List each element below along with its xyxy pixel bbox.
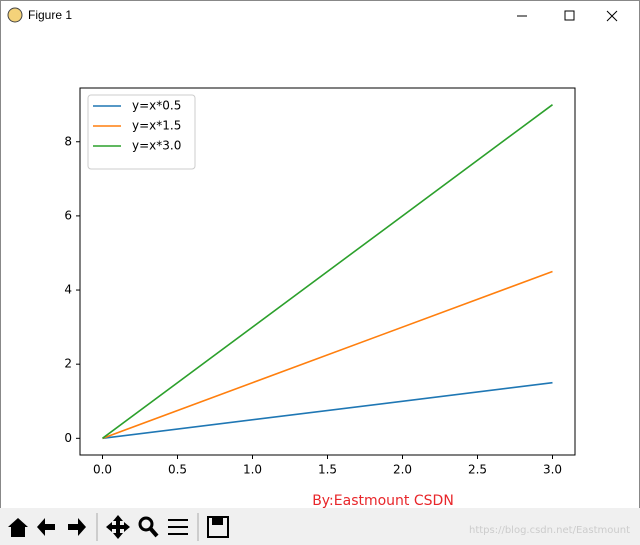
- home-button[interactable]: [8, 518, 28, 537]
- toolbar-icons: [8, 515, 229, 539]
- maximize-button[interactable]: [564, 10, 575, 21]
- back-button[interactable]: [37, 518, 55, 536]
- axes-frame: [79, 87, 576, 456]
- y-tick-label: 2: [64, 357, 72, 371]
- forward-button[interactable]: [68, 518, 86, 536]
- data-line: [102, 104, 553, 439]
- y-tick-label: 6: [64, 208, 72, 222]
- zoom-handle: [148, 526, 159, 538]
- save-icon-part: [212, 518, 223, 525]
- legend: y=x*0.5 y=x*1.5 y=x*3.0: [87, 94, 196, 170]
- data-line: [102, 381, 553, 440]
- x-tick-label: 1.5: [318, 463, 337, 477]
- x-tick-label: 2.0: [393, 463, 412, 477]
- legend-label: y=x*1.5: [132, 119, 181, 133]
- close-button[interactable]: [606, 10, 618, 22]
- zoom-button[interactable]: [138, 516, 154, 532]
- x-tick-label: 0.0: [93, 463, 112, 477]
- x-tick-label: 2.5: [468, 463, 487, 477]
- legend-label: y=x*3.0: [132, 139, 181, 153]
- x-tick-label: 1.0: [243, 463, 262, 477]
- watermark: https://blog.csdn.net/Eastmount: [469, 525, 630, 536]
- legend-label: y=x*0.5: [132, 99, 181, 113]
- pan-button[interactable]: [106, 515, 130, 539]
- save-button[interactable]: [207, 516, 229, 538]
- app-icon: [7, 7, 23, 23]
- x-tick-label: 0.5: [168, 463, 187, 477]
- legend-box: [87, 94, 196, 170]
- data-line: [102, 270, 553, 440]
- configure-button[interactable]: [168, 519, 188, 535]
- y-tick-label: 0: [64, 431, 72, 445]
- y-tick-label: 8: [64, 134, 72, 148]
- annotation: By:Eastmount CSDN: [312, 493, 454, 509]
- window-title: Figure 1: [28, 8, 72, 22]
- y-tick-label: 4: [64, 283, 72, 297]
- x-tick-label: 3.0: [543, 463, 562, 477]
